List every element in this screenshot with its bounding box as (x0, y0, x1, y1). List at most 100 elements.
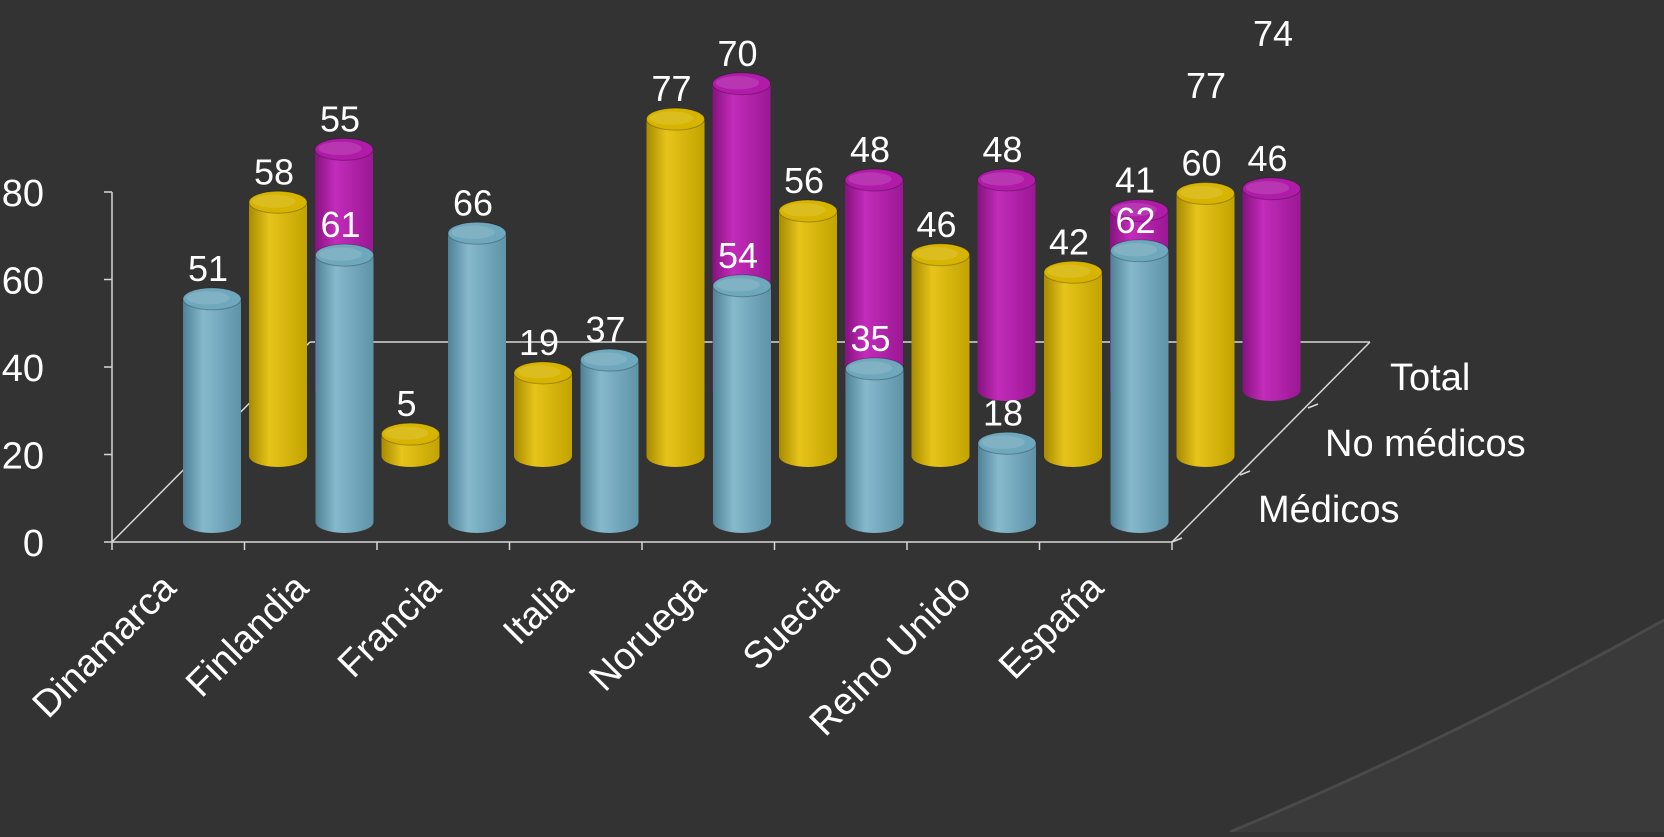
slide-corner-decoration (1230, 620, 1664, 832)
bar-top (712, 274, 772, 298)
bar-top-highlight (1113, 203, 1157, 217)
bar-total-suecia: 48 (977, 129, 1036, 402)
bar-body (779, 211, 837, 467)
bar-top (712, 72, 771, 96)
bar-medicos-italia: 37 (580, 309, 639, 533)
bar-body (977, 180, 1036, 402)
y-tick-label: 60 (2, 261, 44, 303)
data-label: 61 (320, 204, 360, 245)
y-tick-label: 80 (2, 173, 44, 215)
data-label: 37 (585, 309, 625, 350)
bar-body (183, 298, 241, 533)
bar-top-highlight (186, 291, 230, 305)
bar-no-medicos-noruega: 56 (778, 160, 838, 467)
bar-total-espana: 46 (1242, 138, 1301, 402)
bar-body (249, 202, 307, 467)
bar-no-medicos-suecia: 46 (911, 204, 970, 468)
bar-top-highlight (980, 172, 1025, 186)
data-label: 48 (850, 129, 890, 170)
data-label: 5 (396, 383, 416, 424)
bar-top (1109, 199, 1169, 223)
bar-no-medicos-dinamarca: 58 (248, 151, 308, 467)
bar-top (447, 221, 507, 245)
bar-top-highlight (1179, 185, 1224, 200)
bar-top (314, 137, 374, 161)
data-label: 19 (519, 322, 559, 363)
bar-top-highlight (848, 361, 893, 375)
bar-body (580, 360, 639, 533)
bar-body (1242, 188, 1301, 402)
bar-top-highlight (649, 111, 694, 125)
bar-top (778, 199, 838, 223)
bar-top (977, 431, 1037, 455)
y-tick-label: 40 (2, 348, 44, 390)
bar-body (845, 368, 904, 533)
bar-body (1176, 193, 1235, 468)
category-label-italia: Italia (495, 566, 582, 653)
bar-medicos-suecia: 35 (845, 318, 904, 533)
category-label-noruega: Noruega (582, 566, 715, 699)
depth-tick-mark (1239, 470, 1251, 476)
bar-top-highlight (1113, 243, 1158, 257)
bar-top (646, 107, 705, 131)
data-label: 41 (1115, 160, 1155, 201)
bar-top (977, 168, 1036, 192)
bar-top-highlight (981, 435, 1025, 449)
data-label: 60 (1181, 143, 1221, 184)
bar-no-medicos-finlandia: 5 (381, 383, 440, 468)
legend-label-medicos: Médicos (1258, 489, 1400, 531)
data-label: 70 (717, 33, 757, 74)
bar-medicos-espana: 62 (1110, 200, 1169, 533)
bar-top (315, 243, 374, 267)
bar-top (845, 357, 904, 381)
bar-top-highlight (318, 247, 363, 261)
bar-no-medicos-italia: 77 (646, 68, 705, 468)
bar-top-highlight (451, 225, 495, 239)
bar-top-highlight (384, 426, 429, 440)
bar-top (1110, 239, 1169, 263)
bar-medicos-reino-unido: 18 (977, 392, 1037, 533)
bar-top (580, 348, 639, 372)
slide-corner-edge (1229, 618, 1664, 834)
bar-body (713, 285, 771, 533)
bar-medicos-francia: 66 (447, 182, 507, 533)
data-label: 77 (651, 68, 691, 109)
value-axis-ticks: 0 20 40 60 80 (2, 173, 1173, 565)
data-label: 42 (1049, 221, 1089, 262)
data-label: 46 (916, 204, 956, 245)
data-label: 55 (320, 98, 360, 139)
category-label-dinamarca: Dinamarca (25, 566, 185, 726)
bar-top-highlight (1245, 181, 1290, 195)
bar-top-highlight (716, 278, 760, 292)
bar-body (978, 443, 1036, 533)
bar-body (448, 233, 506, 533)
bar-body (1044, 272, 1102, 467)
bar-top (1176, 182, 1235, 205)
bar-no-medicos-espana: 60 (1176, 143, 1235, 468)
bar-series-group: 55 70 48 48 41 46 58 5 19 77 56 46 42 60 51 61 66 37 54 35 1… (182, 13, 1301, 533)
bar-top (182, 287, 242, 311)
bar-medicos-finlandia: 61 (315, 204, 374, 533)
data-label: 35 (850, 318, 890, 359)
bar-medicos-dinamarca: 51 (182, 248, 242, 533)
floor-right-edge (1171, 341, 1371, 543)
category-label-suecia: Suecia (735, 566, 847, 678)
bar-body (646, 119, 705, 468)
data-label: 66 (453, 182, 493, 223)
bar-top (248, 190, 308, 214)
bar-medicos-noruega: 54 (712, 235, 772, 533)
category-label-francia: Francia (330, 566, 450, 686)
bar-body (845, 180, 903, 401)
bar-total-noruega: 48 (844, 129, 904, 401)
bar-top-highlight (252, 194, 296, 208)
bar-top (1043, 260, 1103, 284)
legend-label-no-medicos: No médicos (1325, 423, 1526, 465)
legend-label-total: Total (1390, 357, 1470, 399)
bar-top-highlight (782, 203, 826, 217)
y-tick-label: 20 (2, 436, 44, 478)
bar-top-highlight (848, 172, 892, 186)
bar-top (381, 422, 440, 446)
bar-top (513, 361, 573, 385)
